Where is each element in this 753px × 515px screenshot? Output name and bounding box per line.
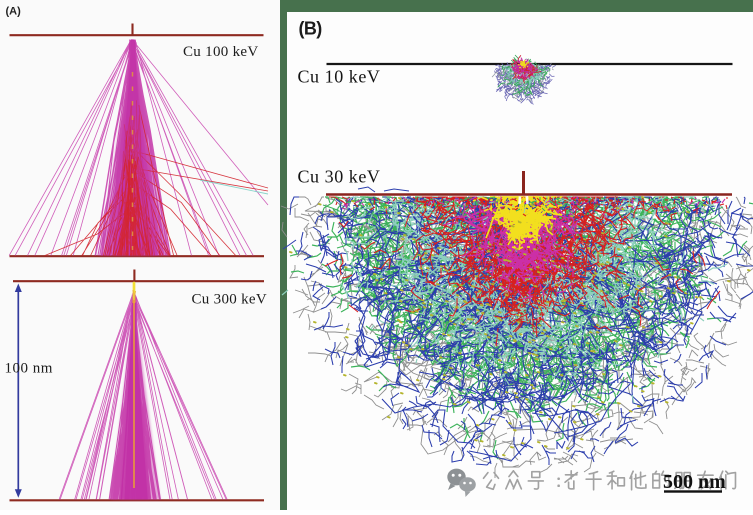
svg-text:(A): (A): [6, 6, 22, 18]
svg-text:100 nm: 100 nm: [5, 361, 53, 377]
svg-text:Cu 10 keV: Cu 10 keV: [298, 67, 381, 87]
svg-text:Cu 300 keV: Cu 300 keV: [192, 292, 268, 308]
svg-text:500 nm: 500 nm: [663, 471, 726, 493]
svg-text:(B): (B): [299, 19, 323, 39]
svg-text:Cu 100 keV: Cu 100 keV: [183, 44, 259, 60]
svg-text:Cu 30 keV: Cu 30 keV: [298, 167, 381, 187]
